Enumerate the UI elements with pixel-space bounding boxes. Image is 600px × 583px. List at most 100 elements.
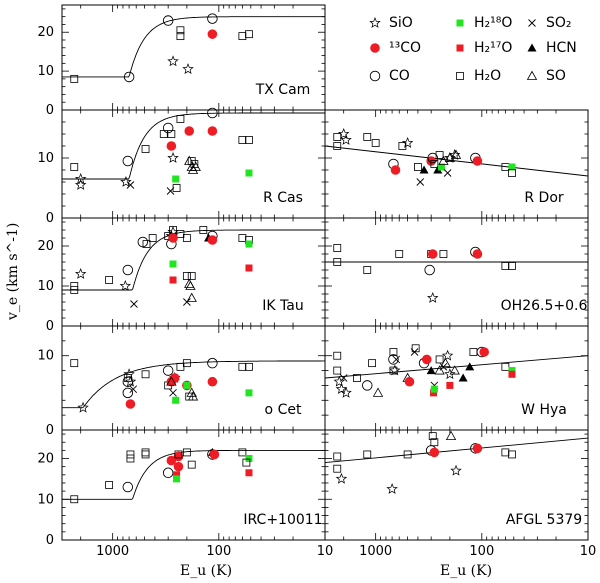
point-h217o bbox=[173, 471, 181, 479]
y-tick-label: 20 bbox=[37, 452, 54, 467]
panel-o-cet: 0 10 o Cet bbox=[37, 325, 326, 438]
y-tick-label: 10 bbox=[37, 151, 54, 166]
point-so bbox=[166, 376, 177, 386]
point-sio bbox=[124, 375, 137, 387]
data-points bbox=[333, 127, 516, 186]
point-h2o bbox=[363, 133, 372, 141]
point-13co bbox=[207, 126, 218, 136]
point-hcn bbox=[419, 165, 429, 174]
point-sio bbox=[74, 267, 87, 279]
point-h218o bbox=[430, 385, 438, 393]
point-h2o bbox=[403, 450, 412, 459]
legend-label: CO bbox=[389, 68, 410, 84]
point-h2o bbox=[501, 362, 510, 371]
fit-curve bbox=[325, 145, 588, 177]
point-sio bbox=[340, 133, 352, 145]
point-sio bbox=[335, 472, 348, 484]
point-so2 bbox=[126, 181, 135, 189]
point-sio bbox=[182, 63, 194, 75]
point-h2o bbox=[238, 136, 247, 144]
x-axis-label-left: E_u (K) bbox=[180, 563, 232, 579]
panel-label: W Hya bbox=[521, 402, 567, 418]
y-tick-label: 0 bbox=[46, 533, 54, 548]
fit-curve bbox=[62, 449, 325, 500]
point-h2o bbox=[238, 448, 247, 457]
legend-marker-co bbox=[369, 70, 381, 82]
legend-marker-h217o bbox=[456, 44, 464, 52]
point-co bbox=[162, 122, 174, 134]
x-tick-labels: 1000 100 10 bbox=[96, 544, 333, 559]
point-co bbox=[122, 387, 134, 399]
fit-curve bbox=[325, 355, 588, 379]
x-tick-label: 10 bbox=[317, 544, 334, 559]
panels-layer: 0 10 20 TX Cam 0 10 R Cas 0 10 20 IK Tau 0 10 o Cet 0 1… bbox=[37, 4, 596, 559]
point-h218o bbox=[508, 367, 516, 375]
point-sio bbox=[337, 127, 350, 139]
point-so bbox=[449, 365, 460, 375]
point-h2o bbox=[159, 130, 168, 138]
point-sio bbox=[389, 364, 401, 376]
point-h2o bbox=[126, 450, 135, 459]
point-13co bbox=[472, 249, 483, 259]
legend-label: H₂¹⁷O bbox=[474, 40, 512, 56]
point-h2o bbox=[333, 142, 342, 150]
point-h2o bbox=[105, 276, 114, 284]
point-h2o bbox=[501, 448, 510, 457]
point-h2o bbox=[167, 130, 176, 138]
point-h2o bbox=[70, 286, 79, 294]
point-h2o bbox=[363, 450, 372, 459]
point-h2o bbox=[414, 163, 422, 171]
point-sio bbox=[74, 172, 87, 184]
point-sio bbox=[167, 55, 179, 67]
point-co bbox=[207, 107, 218, 119]
point-co bbox=[361, 380, 373, 391]
point-h2o bbox=[176, 26, 185, 35]
point-h2o bbox=[368, 359, 377, 368]
point-13co bbox=[209, 449, 220, 460]
point-h218o bbox=[245, 169, 253, 177]
legend-item-13co: ¹³CO bbox=[370, 40, 421, 56]
point-h2o bbox=[182, 272, 191, 280]
point-h2o bbox=[238, 362, 247, 371]
point-13co bbox=[207, 235, 218, 245]
point-h2o bbox=[501, 262, 510, 270]
point-h2o bbox=[182, 448, 191, 457]
point-13co bbox=[173, 461, 184, 472]
legend-label: H₂¹⁸O bbox=[474, 15, 512, 31]
point-h2o bbox=[435, 151, 444, 159]
legend: SiO ¹³CO CO H₂¹⁸O H₂¹⁷O H₂O SO₂ HCN SO bbox=[369, 15, 577, 84]
point-h2o bbox=[70, 163, 79, 171]
data-points bbox=[70, 357, 253, 413]
panel-label: R Cas bbox=[263, 190, 303, 206]
point-h2o bbox=[141, 370, 150, 379]
point-sio bbox=[444, 368, 456, 380]
point-h218o bbox=[245, 455, 253, 463]
point-h2o bbox=[353, 374, 361, 382]
point-sio bbox=[333, 375, 346, 387]
point-h2o bbox=[199, 226, 208, 234]
point-h2o bbox=[187, 460, 196, 469]
panel-label: TX Cam bbox=[255, 82, 311, 98]
panel-irc-10011: 0 10 20 IRC+10011 bbox=[37, 429, 326, 548]
point-h2o bbox=[176, 230, 185, 238]
data-points bbox=[70, 107, 253, 195]
legend-label: SO₂ bbox=[546, 15, 572, 31]
point-h2o bbox=[174, 450, 183, 459]
point-h2o bbox=[430, 438, 439, 447]
point-13co bbox=[207, 376, 218, 387]
fit-curve bbox=[62, 112, 325, 180]
legend-marker-13co bbox=[370, 43, 380, 53]
point-h2o bbox=[70, 74, 79, 83]
point-h2o bbox=[70, 359, 79, 368]
point-so2 bbox=[129, 385, 138, 393]
legend-item-so: SO bbox=[526, 68, 566, 84]
legend-item-so2: SO₂ bbox=[528, 15, 572, 31]
point-so2 bbox=[169, 389, 177, 397]
point-h2o bbox=[333, 452, 342, 461]
point-h2o bbox=[176, 32, 185, 41]
point-h217o bbox=[430, 389, 438, 397]
point-h2o bbox=[469, 348, 478, 356]
point-h2o bbox=[105, 481, 114, 489]
point-co bbox=[122, 264, 134, 276]
point-h218o bbox=[245, 389, 253, 397]
